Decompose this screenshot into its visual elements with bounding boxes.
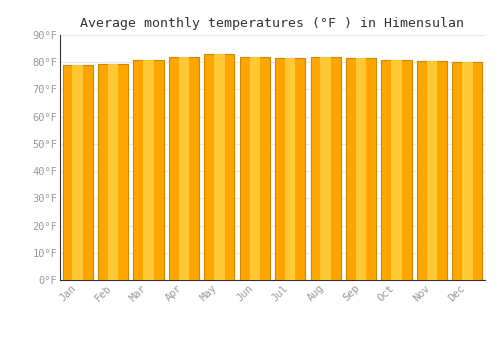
Bar <box>320 57 331 280</box>
Bar <box>204 54 234 280</box>
Bar <box>310 57 340 280</box>
Title: Average monthly temperatures (°F ) in Himensulan: Average monthly temperatures (°F ) in Hi… <box>80 17 464 30</box>
Bar <box>62 65 93 280</box>
Bar <box>240 57 270 280</box>
Bar <box>134 60 164 280</box>
Bar <box>346 58 376 280</box>
Bar <box>275 58 306 280</box>
Bar <box>285 58 296 280</box>
Bar <box>169 57 199 280</box>
Bar <box>72 65 83 280</box>
Bar <box>391 60 402 280</box>
Bar <box>462 62 472 280</box>
Bar <box>426 61 437 280</box>
Bar <box>144 60 154 280</box>
Bar <box>214 54 224 280</box>
Bar <box>250 57 260 280</box>
Bar <box>98 64 128 280</box>
Bar <box>452 62 482 280</box>
Bar <box>356 58 366 280</box>
Bar <box>382 60 412 280</box>
Bar <box>108 64 118 280</box>
Bar <box>178 57 189 280</box>
Bar <box>417 61 447 280</box>
